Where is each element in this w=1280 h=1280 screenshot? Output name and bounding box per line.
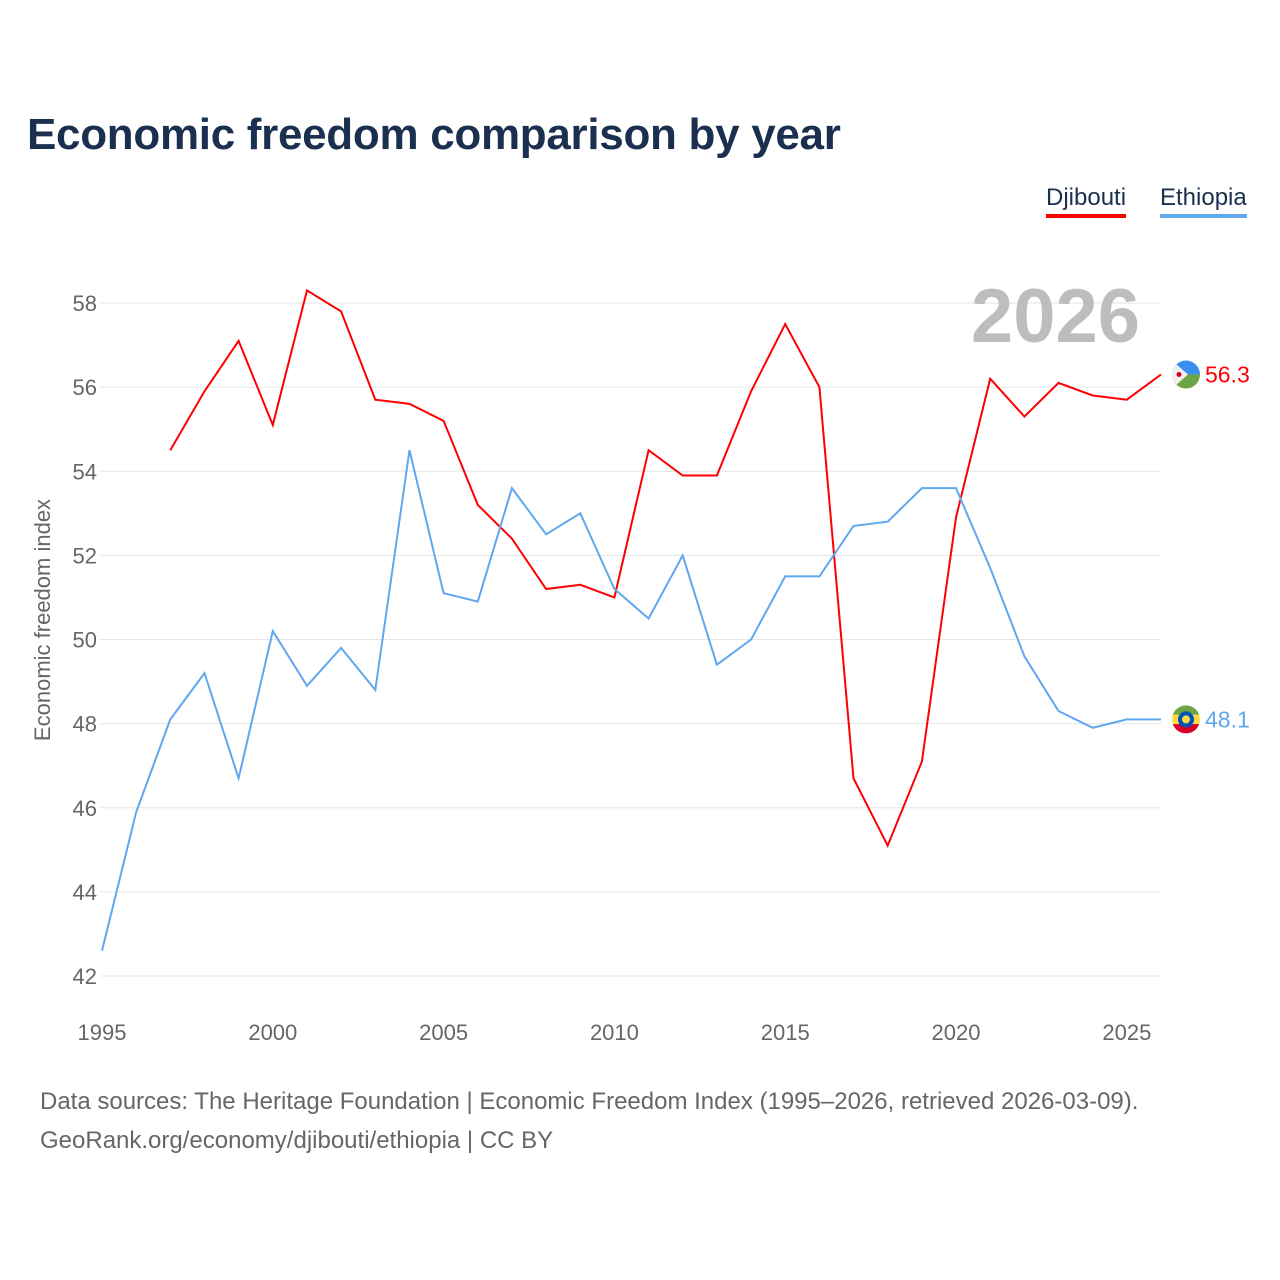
y-tick-label: 58 xyxy=(73,291,97,316)
x-tick-label: 2010 xyxy=(590,1020,639,1045)
y-tick-label: 56 xyxy=(73,375,97,400)
y-axis-label: Economic freedom index xyxy=(30,499,55,741)
x-tick-label: 1995 xyxy=(78,1020,127,1045)
y-tick-label: 42 xyxy=(73,964,97,989)
y-tick-label: 50 xyxy=(73,628,97,653)
djibouti-flag-icon xyxy=(1172,360,1200,389)
y-tick-label: 46 xyxy=(73,796,97,821)
series-line-ethiopia xyxy=(101,449,1161,952)
y-tick-label: 44 xyxy=(73,880,97,905)
x-tick-label: 2025 xyxy=(1102,1020,1151,1045)
legend-djibouti[interactable]: Djibouti xyxy=(1046,184,1127,218)
y-tick-label: 54 xyxy=(73,459,97,484)
legend-ethiopia[interactable]: Ethiopia xyxy=(1160,184,1247,218)
series-line-djibouti xyxy=(169,288,1162,849)
data-sources: Data sources: The Heritage Foundation | … xyxy=(40,1088,1139,1115)
year-watermark: 2026 xyxy=(971,274,1140,359)
end-value-label-ethiopia: 48.1 xyxy=(1205,706,1250,732)
x-tick-label: 2015 xyxy=(761,1020,810,1045)
x-tick-label: 2020 xyxy=(932,1020,981,1045)
chart-title: Economic freedom comparison by year xyxy=(27,110,841,159)
y-tick-label: 52 xyxy=(73,543,97,568)
license-link[interactable]: GeoRank.org/economy/djibouti/ethiopia | … xyxy=(40,1127,554,1154)
x-tick-label: 2005 xyxy=(419,1020,468,1045)
end-value-label-djibouti: 56.3 xyxy=(1205,362,1250,388)
x-tick-label: 2000 xyxy=(248,1020,297,1045)
ethiopia-flag-icon xyxy=(1172,705,1200,734)
y-tick-label: 48 xyxy=(73,712,97,737)
